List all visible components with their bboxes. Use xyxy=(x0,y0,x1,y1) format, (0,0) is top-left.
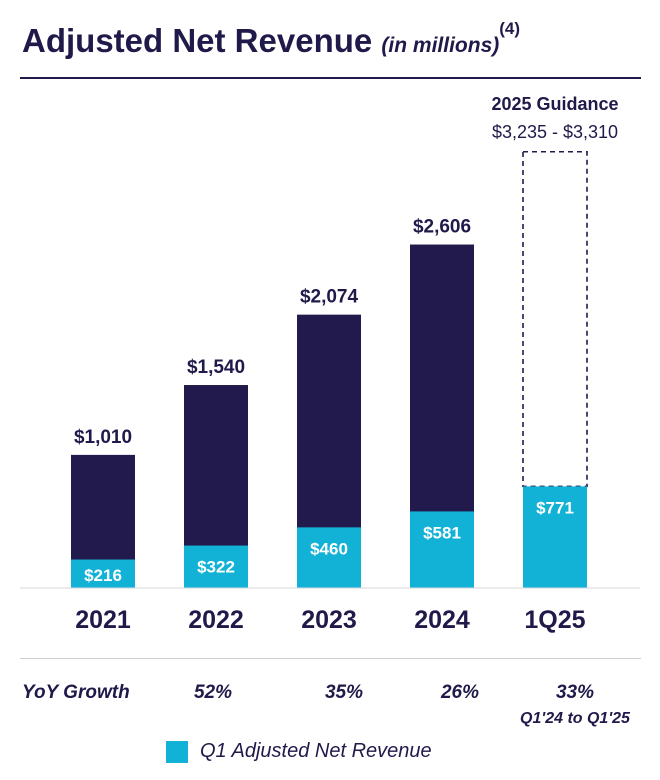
bar-q1-label-2021: $216 xyxy=(84,566,122,585)
yoy-growth-note: Q1'24 to Q1'25 xyxy=(520,710,630,727)
bar-annual-label-2021: $1,010 xyxy=(74,427,132,448)
chart-title-footnote: (4) xyxy=(499,19,521,38)
bar-q1-label-2024: $581 xyxy=(423,523,461,542)
x-tick-2023: 2023 xyxy=(301,606,357,634)
yoy-growth-label: YoY Growth xyxy=(22,682,130,703)
guidance-range: $3,235 - $3,310 xyxy=(492,122,618,142)
bar-q1-label-1q25: $771 xyxy=(536,498,574,517)
legend-label-q1: Q1 Adjusted Net Revenue xyxy=(200,740,432,762)
chart-title-main: Adjusted Net Revenue xyxy=(22,22,373,59)
revenue-bar-chart: 2025 Guidance $3,235 - $3,310 $1,010 $216 20… xyxy=(20,94,640,634)
guidance-title: 2025 Guidance xyxy=(491,94,618,114)
x-tick-1q25: 1Q25 xyxy=(524,606,585,634)
x-tick-2021: 2021 xyxy=(75,606,131,634)
bar-q1-label-2023: $460 xyxy=(310,539,348,558)
yoy-growth-2022: 52% xyxy=(193,682,233,703)
growth-divider xyxy=(20,658,641,659)
title-divider xyxy=(20,77,641,79)
bar-q1-2023 xyxy=(297,527,361,588)
x-tick-2022: 2022 xyxy=(188,606,244,634)
chart-title: Adjusted Net Revenue (in millions)(4) xyxy=(22,19,521,60)
guidance-box xyxy=(522,150,588,488)
bar-annual-label-2022: $1,540 xyxy=(187,357,245,378)
bar-annual-label-2023: $2,074 xyxy=(300,287,359,308)
chart-legend: Q1 Adjusted Net Revenue xyxy=(166,740,432,763)
yoy-growth-2024: 26% xyxy=(440,682,480,703)
legend-swatch-q1 xyxy=(166,740,188,763)
chart-title-units: (in millions) xyxy=(381,34,500,57)
bar-q1-2022 xyxy=(184,545,248,588)
bar-q1-label-2022: $322 xyxy=(197,558,235,577)
yoy-growth-1q25: 33% xyxy=(555,682,595,703)
bar-q1-2021 xyxy=(71,559,135,588)
yoy-growth-2023: 35% xyxy=(324,682,364,703)
bar-annual-label-2024: $2,606 xyxy=(413,217,471,238)
x-tick-2024: 2024 xyxy=(414,606,470,634)
bar-q1-1q25 xyxy=(523,486,587,588)
bar-q1-2024 xyxy=(410,511,474,588)
